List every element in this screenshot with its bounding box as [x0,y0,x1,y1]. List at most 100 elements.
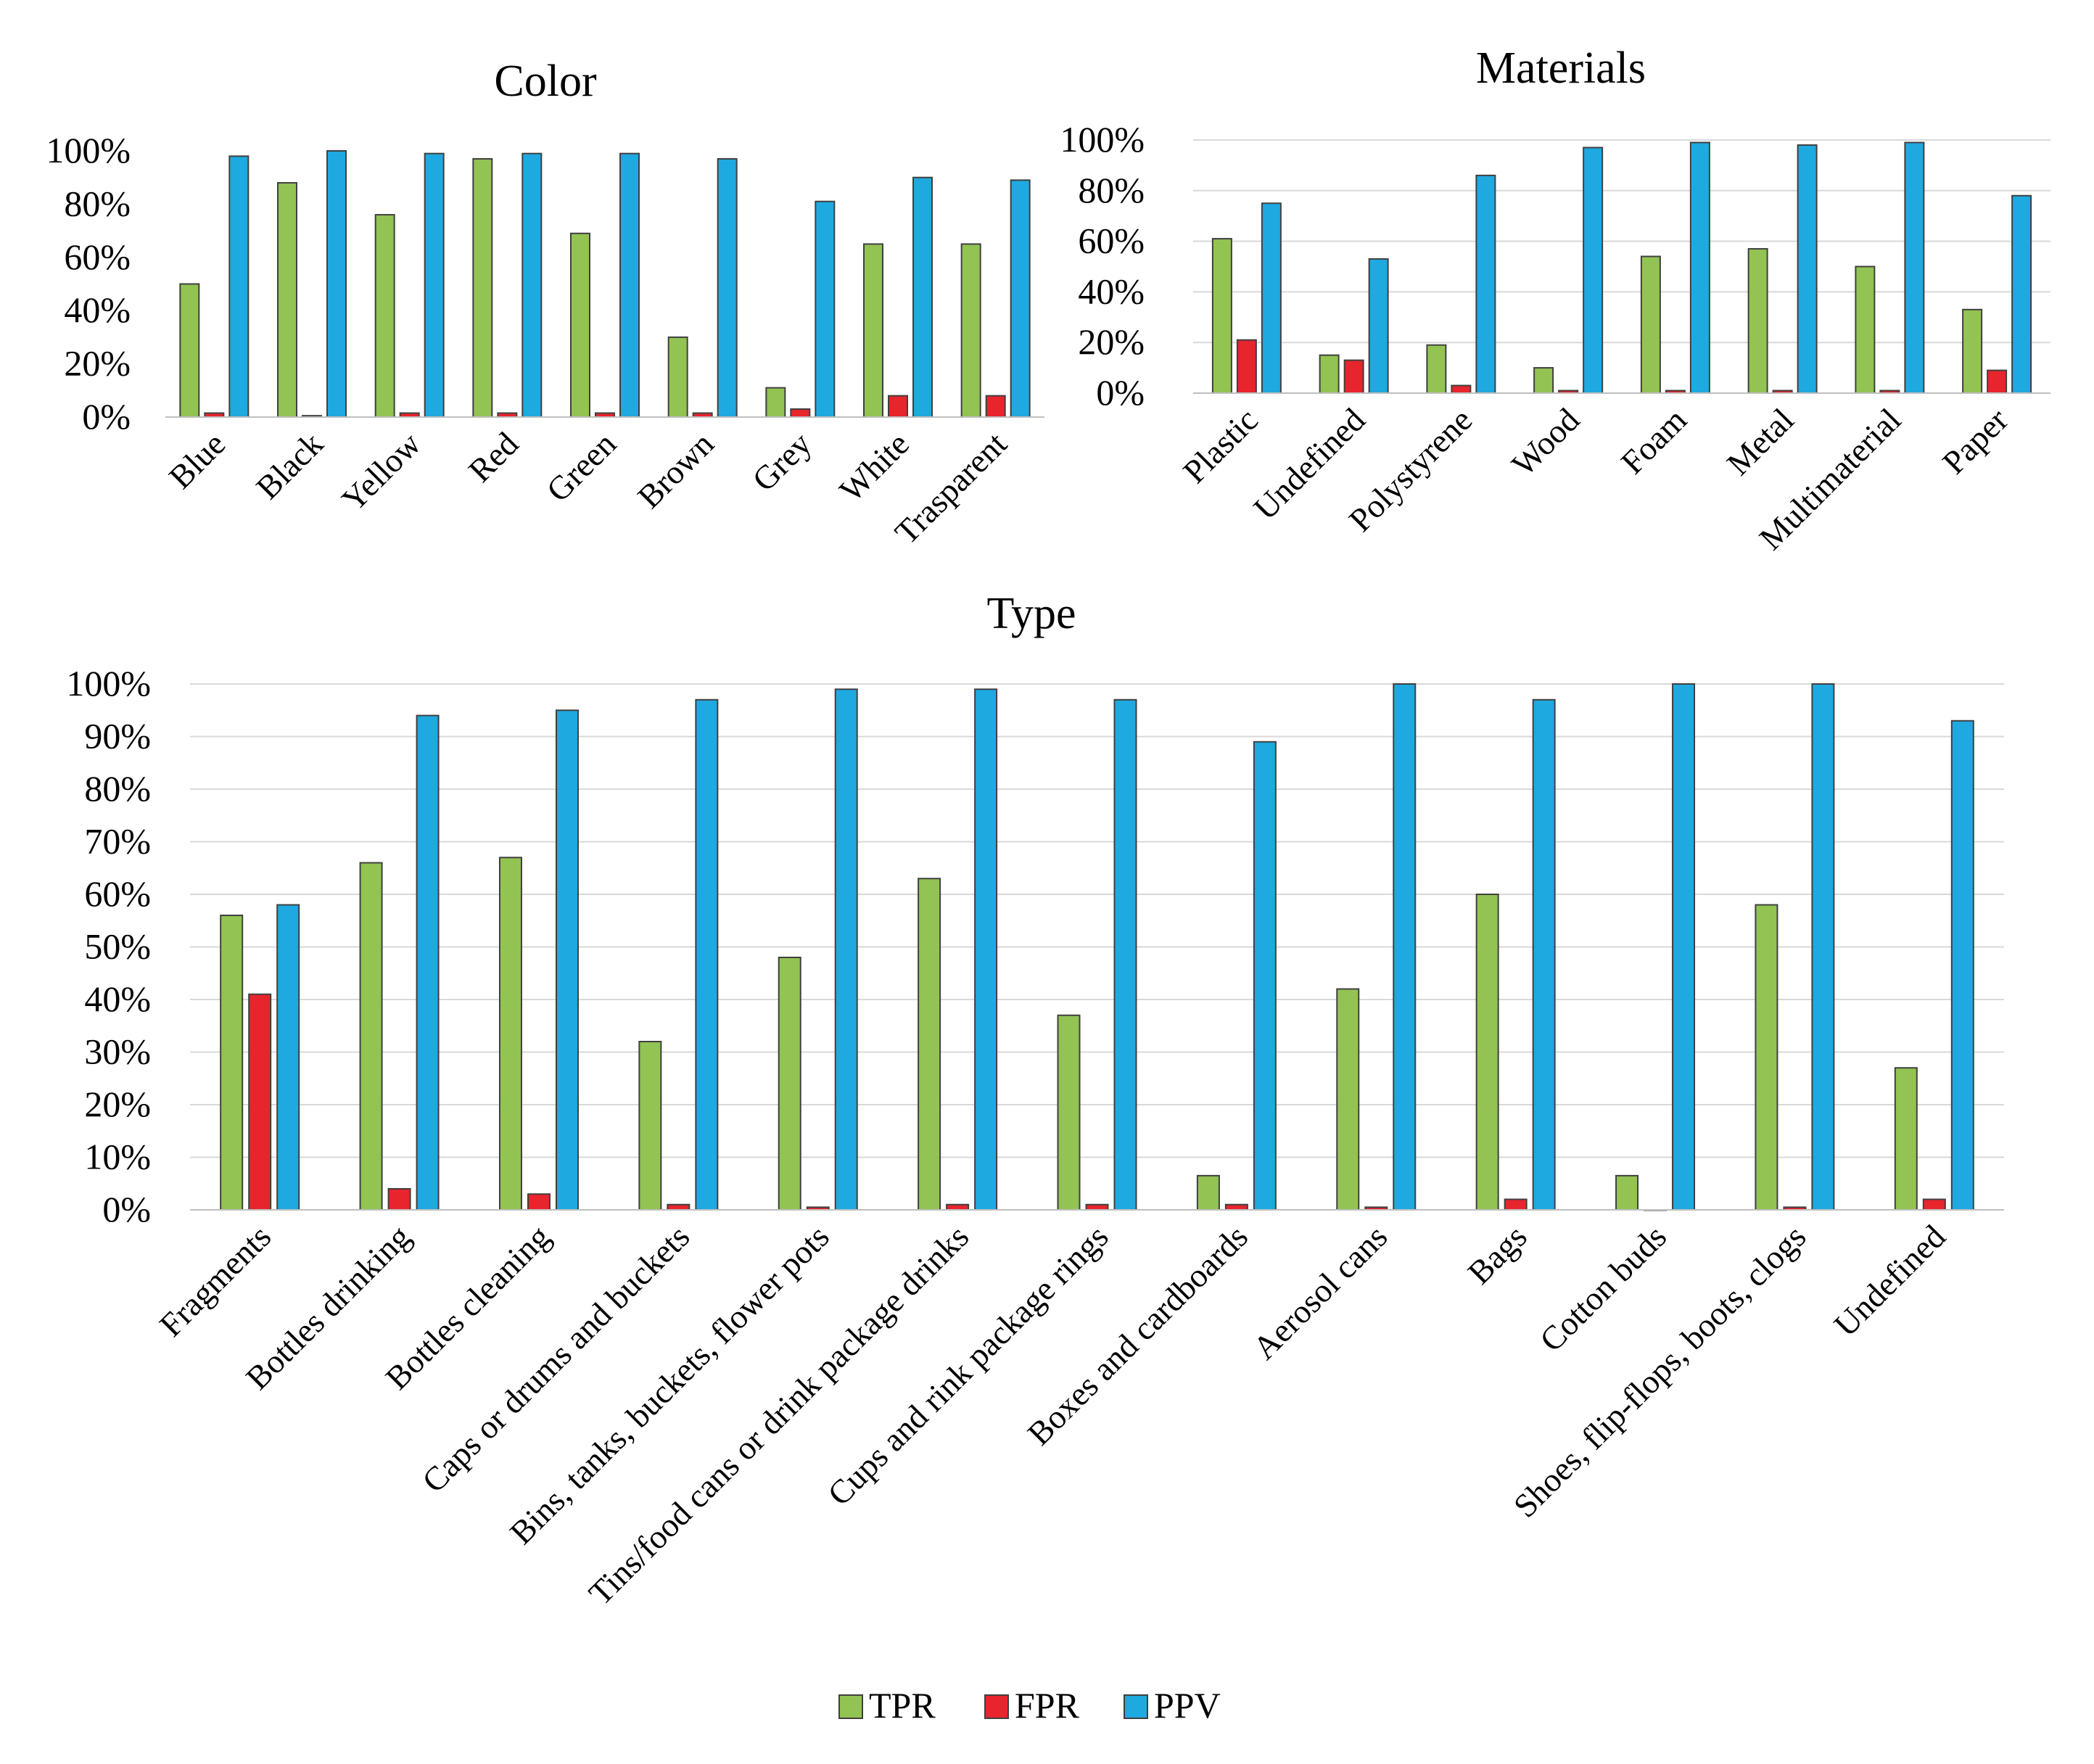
color-y-tick-label: 0% [82,396,131,437]
legend-swatch-ppv [1124,1694,1148,1719]
type-bar-bags-tpr [1475,894,1499,1211]
type-bar-bottles-cleaning-ppv [555,709,579,1211]
color-bar-green-ppv [619,152,640,418]
color-x-tick-label-yellow: Yellow [334,424,428,518]
materials-bar-multimaterial-ppv [1904,141,1925,395]
color-y-tick-label: 80% [64,183,131,223]
materials-bar-multimaterial-tpr [1855,265,1876,394]
type-y-tick-label: 30% [84,1031,151,1072]
materials-x-tick-label-plastic: Plastic [1176,401,1265,490]
materials-chart: Materials 0%20%40%60%80%100% PlasticUnde… [1060,44,2050,557]
materials-bar-paper-tpr [1962,308,1983,394]
type-bar-bottles-drinking-tpr [359,862,383,1211]
materials-y-tick-labels: 0% 20% 40% 60% 80% 100% [1060,119,1145,413]
color-x-tick-label-blue: Blue [162,425,233,496]
materials-bar-wood-tpr [1533,367,1554,395]
color-chart-title: Color [494,57,597,106]
type-bar-bags-ppv [1532,698,1556,1211]
color-x-tick-label-grey: Grey [745,425,818,498]
type-bar-boxes-and-cardboards-fpr [1224,1203,1248,1211]
type-bar-bottles-cleaning-tpr [498,857,522,1211]
color-bar-trasparent-fpr [985,395,1006,419]
legend-label-ppv: PPV [1154,1685,1221,1726]
type-y-tick-label: 20% [84,1084,151,1124]
color-bars [179,150,1031,419]
color-bar-yellow-tpr [374,214,395,418]
type-x-tick-label-fragments: Fragments [152,1218,278,1343]
materials-bar-metal-tpr [1747,248,1768,394]
materials-bar-paper-ppv [2011,194,2032,394]
type-x-tick-label-caps-or-drums-and-buckets: Caps or drums and buckets [415,1218,696,1499]
materials-bar-polystyrene-fpr [1451,384,1472,395]
type-bar-undefined-fpr [1922,1198,1946,1211]
color-bar-red-ppv [522,152,543,418]
materials-bar-plastic-fpr [1236,339,1257,394]
type-bar-cups-and-rink-package-rings-fpr [1085,1203,1109,1211]
type-y-tick-label: 100% [66,663,151,704]
type-chart: Type 0% 10% 20% 30% 40% 50% 60% 70% 80% 90% 100% F… [66,589,2004,1612]
color-bar-blue-ppv [228,155,250,418]
color-bar-green-tpr [570,232,590,418]
type-bar-bins-tanks-buckets-flower-pots-ppv [834,688,858,1211]
color-bar-trasparent-ppv [1010,179,1031,418]
color-bar-brown-ppv [717,158,738,418]
type-x-tick-label-cotton-buds: Cotton buds [1533,1218,1673,1359]
materials-x-tick-label-metal: Metal [1720,401,1801,482]
color-bar-black-tpr [277,182,297,418]
color-x-tick-label-white: White [833,425,917,509]
color-x-tick-labels: Blue Black Yellow Red Green Brown Grey WhiteTra… [162,424,1014,551]
color-bar-brown-tpr [667,336,688,418]
type-bar-bins-tanks-buckets-flower-pots-tpr [778,957,801,1211]
type-bar-bottles-drinking-fpr [387,1188,411,1211]
type-bar-tins-food-cans-or-drink-package-drinks-tpr [918,878,941,1211]
type-x-tick-label-shoes-flip-flops-boots-clogs: Shoes, flip-flops, boots, clogs [1506,1218,1813,1525]
type-x-tick-label-cups-and-rink-package-rings: Cups and rink package rings [820,1218,1115,1512]
type-bar-tins-food-cans-or-drink-package-drinks-fpr [946,1203,970,1211]
legend: TPR FPR PPV [838,1685,1221,1726]
legend-label-fpr: FPR [1015,1685,1080,1726]
materials-x-tick-label-paper: Paper [1935,401,2015,481]
color-x-tick-label-brown: Brown [630,425,721,516]
color-bar-grey-tpr [765,387,786,419]
color-chart: Color 0% 20% 40% 60% 80% 100% Blue Black Yellow… [46,57,1044,551]
color-bar-white-tpr [863,243,883,419]
color-x-tick-label-red: Red [461,425,525,489]
type-bar-cotton-buds-tpr [1615,1174,1639,1211]
type-bar-cups-and-rink-package-rings-ppv [1113,698,1137,1211]
type-bar-undefined-ppv [1950,720,1974,1211]
type-bar-shoes-flip-flops-boots-clogs-ppv [1811,683,1835,1211]
materials-bar-foam-tpr [1640,255,1661,395]
materials-y-tick-label: 40% [1078,271,1145,311]
materials-chart-title: Materials [1476,44,1646,93]
materials-bar-metal-ppv [1797,144,1818,394]
type-y-tick-label: 90% [84,716,151,757]
color-y-tick-label: 60% [64,236,131,277]
type-bar-fragments-tpr [220,915,244,1211]
type-y-tick-label: 80% [84,768,151,809]
materials-y-tick-label: 80% [1078,170,1145,210]
type-bar-tins-food-cans-or-drink-package-drinks-ppv [974,688,998,1211]
materials-bar-plastic-ppv [1261,202,1282,394]
color-bar-black-ppv [326,150,347,418]
type-bar-boxes-and-cardboards-tpr [1196,1174,1220,1211]
legend-swatch-tpr [838,1694,863,1719]
color-y-tick-label: 20% [64,343,131,384]
type-bar-bottles-cleaning-fpr [527,1193,551,1211]
type-bar-caps-or-drums-and-buckets-tpr [638,1041,662,1211]
color-bar-blue-tpr [179,283,200,418]
materials-bar-undefined-ppv [1368,258,1389,394]
materials-bar-polystyrene-ppv [1475,174,1496,395]
color-y-tick-label: 40% [64,289,131,330]
color-x-tick-label-black: Black [249,425,330,506]
materials-y-tick-label: 20% [1078,321,1145,362]
type-y-tick-labels: 0% 10% 20% 30% 40% 50% 60% 70% 80% 90% 100% [66,663,151,1229]
color-bar-trasparent-tpr [960,243,981,419]
type-bars [220,683,1974,1211]
type-y-tick-label: 10% [84,1137,151,1177]
type-bar-cups-and-rink-package-rings-tpr [1057,1014,1081,1211]
materials-y-tick-label: 0% [1096,372,1145,413]
color-x-tick-label-green: Green [540,425,624,509]
materials-x-tick-label-wood: Wood [1504,401,1586,483]
